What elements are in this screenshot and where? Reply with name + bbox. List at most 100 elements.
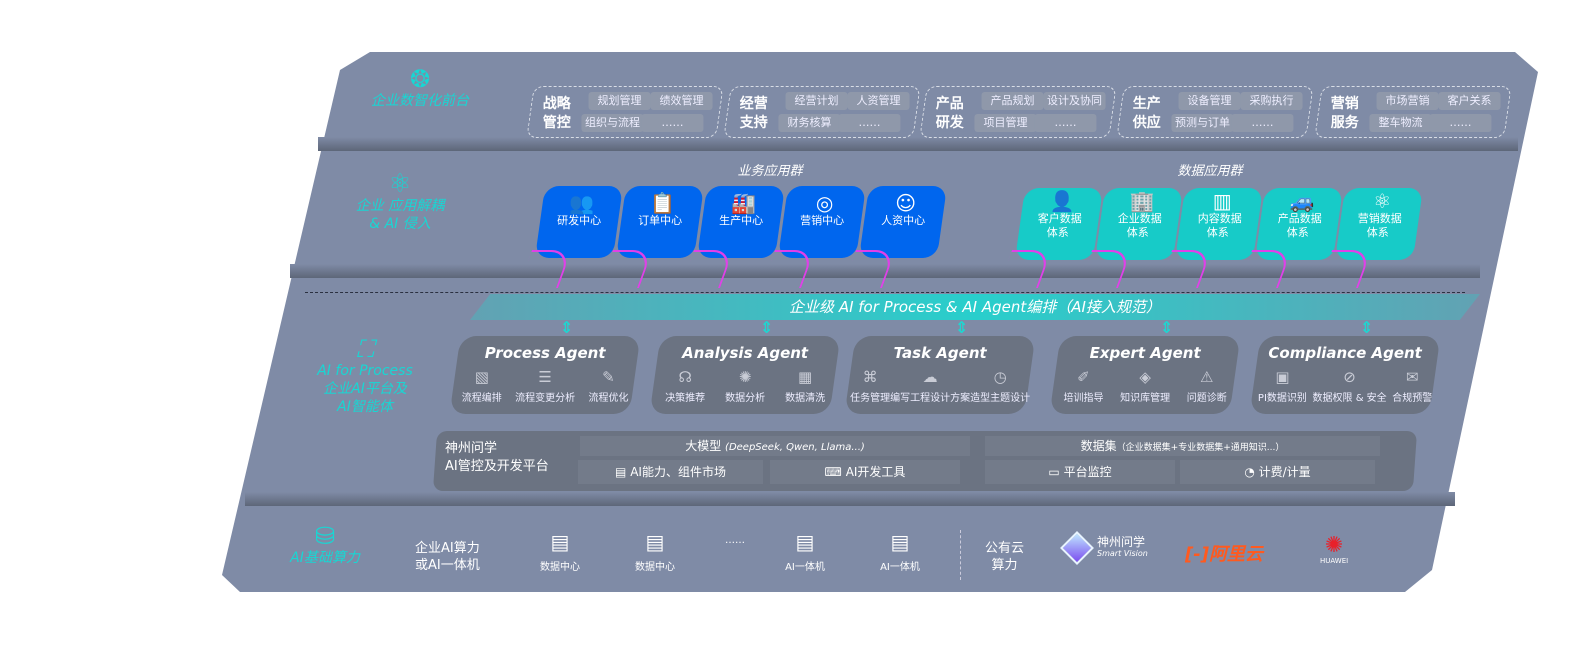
function-chip[interactable]: …… (1034, 114, 1097, 132)
server-item: ▤ 数据中心 (625, 530, 685, 573)
group-title: 生产 供应 (1132, 96, 1161, 131)
agent-name: Compliance Agent (1268, 344, 1422, 362)
capability-icon: ✉ (1405, 368, 1419, 386)
agent-capability[interactable]: ◷ 造型主题设计 (970, 368, 1031, 404)
app-label: 生产中心 (719, 214, 764, 227)
function-chip[interactable]: 财务核算 (778, 114, 841, 132)
frontend-group: 经营 支持 经营计划 人资管理 财务核算…… (723, 86, 921, 138)
function-chip[interactable]: 绩效管理 (650, 92, 713, 110)
capability-icon: ◈ (1139, 368, 1151, 386)
tool-market[interactable]: ▤ AI能力、组件市场 (578, 460, 763, 484)
agent-card[interactable]: Task Agent ⌘ 任务管理 ☁ 编写工程设计方案 ◷ 造型主题设计 (844, 336, 1036, 414)
public-compute-title: 公有云 算力 (985, 540, 1024, 574)
agent-capability[interactable]: ▧ 流程编排 (461, 368, 502, 404)
database-icon: ⛁ (314, 522, 336, 550)
bidirectional-arrow-icon: ⇕ (1360, 318, 1374, 337)
agent-name: Task Agent (893, 344, 987, 362)
ai-layer: ⛶ AI for Process 企业AI平台及 AI智能体 (300, 335, 430, 416)
agent-capability[interactable]: ⌘ 任务管理 (850, 368, 891, 404)
frontend-group: 产品 研发 产品规划 设计及协同 项目管理…… (919, 86, 1117, 138)
function-chip[interactable]: 客户关系 (1438, 92, 1501, 110)
agent-capability[interactable]: ▦ 数据清洗 (785, 368, 826, 404)
server-item: ▤ AI一体机 (870, 530, 930, 573)
agent-capability[interactable]: ✉ 合规预警 (1392, 368, 1433, 404)
dataset-note: （企业数据集+专业数据集+通用知识...） (1116, 443, 1285, 453)
app-label: 内容数据 (1197, 212, 1242, 225)
app-icon: 📋 (650, 191, 676, 215)
function-chip[interactable]: 采购执行 (1240, 92, 1303, 110)
app-icon: 🏢 (1129, 189, 1155, 213)
public-title-2: 算力 (991, 558, 1018, 573)
agent-name: Expert Agent (1089, 344, 1201, 362)
agent-card[interactable]: Compliance Agent ▣ PI数据识别 ⊘ 数据权限 & 安全 ✉ 合规预警 (1249, 336, 1441, 414)
business-apps-title: 业务应用群 (737, 164, 803, 179)
function-chip[interactable]: 项目管理 (974, 114, 1037, 132)
function-chip[interactable]: 市场营销 (1376, 92, 1439, 110)
agent-card[interactable]: Analysis Agent ☊ 决策推荐 ✺ 数据分析 ▦ 数据清洗 (649, 336, 841, 414)
app-label: 体系 (1126, 226, 1149, 239)
platform-title-1: 神州问学 (445, 441, 498, 456)
agent-capability[interactable]: ◈ 知识库管理 (1120, 368, 1171, 404)
face-scan-icon: ⛶ (356, 335, 374, 363)
function-chip[interactable]: …… (838, 114, 901, 132)
agent-name: Process Agent (484, 344, 606, 362)
apps-label-1: 企业 应用解耦 (355, 198, 445, 214)
molecule-icon: ⚛ (388, 169, 412, 199)
app-label: 产品数据 (1277, 212, 1322, 225)
agent-capability[interactable]: ☁ 编写工程设计方案 (890, 368, 971, 404)
private-title-2: 或AI一体机 (415, 558, 480, 573)
compute-divider (960, 530, 961, 580)
agent-capability[interactable]: ▣ PI数据识别 (1257, 368, 1307, 404)
tool-label: AI开发工具 (845, 465, 906, 479)
app-label: 体系 (1046, 226, 1069, 239)
capability-icon: ⚠ (1200, 368, 1214, 386)
smartvision-en: Smart Vision (1097, 549, 1148, 558)
agent-capability[interactable]: ☰ 流程变更分析 (515, 368, 576, 404)
server-item: ▤ AI一体机 (775, 530, 835, 573)
agent-capability[interactable]: ✎ 流程优化 (588, 368, 629, 404)
platform-title-2: AI管控及开发平台 (445, 459, 549, 474)
business-app-card[interactable]: 🏭 生产中心 (696, 186, 786, 258)
agent-capability[interactable]: ⚠ 问题诊断 (1186, 368, 1227, 404)
agent-capability[interactable]: ✺ 数据分析 (725, 368, 766, 404)
more-indicator: …… (725, 535, 745, 546)
apps-layer: ⚛ 企业 应用解耦 & AI 侵入 (345, 169, 455, 233)
group-title: 战略 管控 (542, 96, 571, 131)
function-chip[interactable]: 人资管理 (847, 92, 910, 110)
aliyun-logo: [-]阿里云 (1185, 540, 1263, 566)
function-chip[interactable]: 设计及协同 (1043, 92, 1106, 110)
platform-title: 神州问学 AI管控及开发平台 (445, 440, 549, 476)
agent-card[interactable]: Expert Agent ✐ 培训指导 ◈ 知识库管理 ⚠ 问题诊断 (1049, 336, 1241, 414)
function-chip[interactable]: 规划管理 (588, 92, 651, 110)
business-app-card[interactable]: 👥 研发中心 (534, 186, 624, 258)
tool-monitor[interactable]: ▭ 平台监控 (985, 460, 1175, 484)
model-note: (DeepSeek, Qwen, Llama...) (725, 442, 865, 453)
business-app-card[interactable]: ◎ 营销中心 (777, 186, 867, 258)
business-app-card[interactable]: ☺ 人资中心 (858, 186, 948, 258)
function-chip[interactable]: 产品规划 (981, 92, 1044, 110)
function-chip[interactable]: 设备管理 (1178, 92, 1241, 110)
tool-label: 平台监控 (1063, 465, 1112, 479)
tool-billing[interactable]: ◔ 计费/计量 (1180, 460, 1375, 484)
capability-icon: ◷ (993, 368, 1007, 386)
agent-card[interactable]: Process Agent ▧ 流程编排 ☰ 流程变更分析 ✎ 流程优化 (449, 336, 641, 414)
agent-capability[interactable]: ✐ 培训指导 (1063, 368, 1104, 404)
tool-devtools[interactable]: ⌨ AI开发工具 (770, 460, 960, 484)
business-app-card[interactable]: 📋 订单中心 (615, 186, 705, 258)
app-label: 营销中心 (800, 214, 845, 227)
bidirectional-arrow-icon: ⇕ (1160, 318, 1174, 337)
function-chip[interactable]: …… (1429, 114, 1492, 132)
function-chip[interactable]: 整车物流 (1369, 114, 1432, 132)
capability-icon: ✺ (738, 368, 752, 386)
huawei-petal-icon: ✺ (1324, 533, 1344, 558)
function-chip[interactable]: 经营计划 (785, 92, 848, 110)
function-chip[interactable]: 组织与流程 (581, 114, 644, 132)
function-chip[interactable]: …… (1231, 114, 1294, 132)
app-icon: ☺ (895, 191, 917, 215)
brain-icon: ❂ (409, 65, 431, 93)
agent-capability[interactable]: ⊘ 数据权限 & 安全 (1312, 368, 1387, 404)
agent-capability[interactable]: ☊ 决策推荐 (665, 368, 706, 404)
function-chip[interactable]: 预测与订单 (1171, 114, 1234, 132)
tool-label: 计费/计量 (1258, 465, 1311, 479)
function-chip[interactable]: …… (641, 114, 704, 132)
